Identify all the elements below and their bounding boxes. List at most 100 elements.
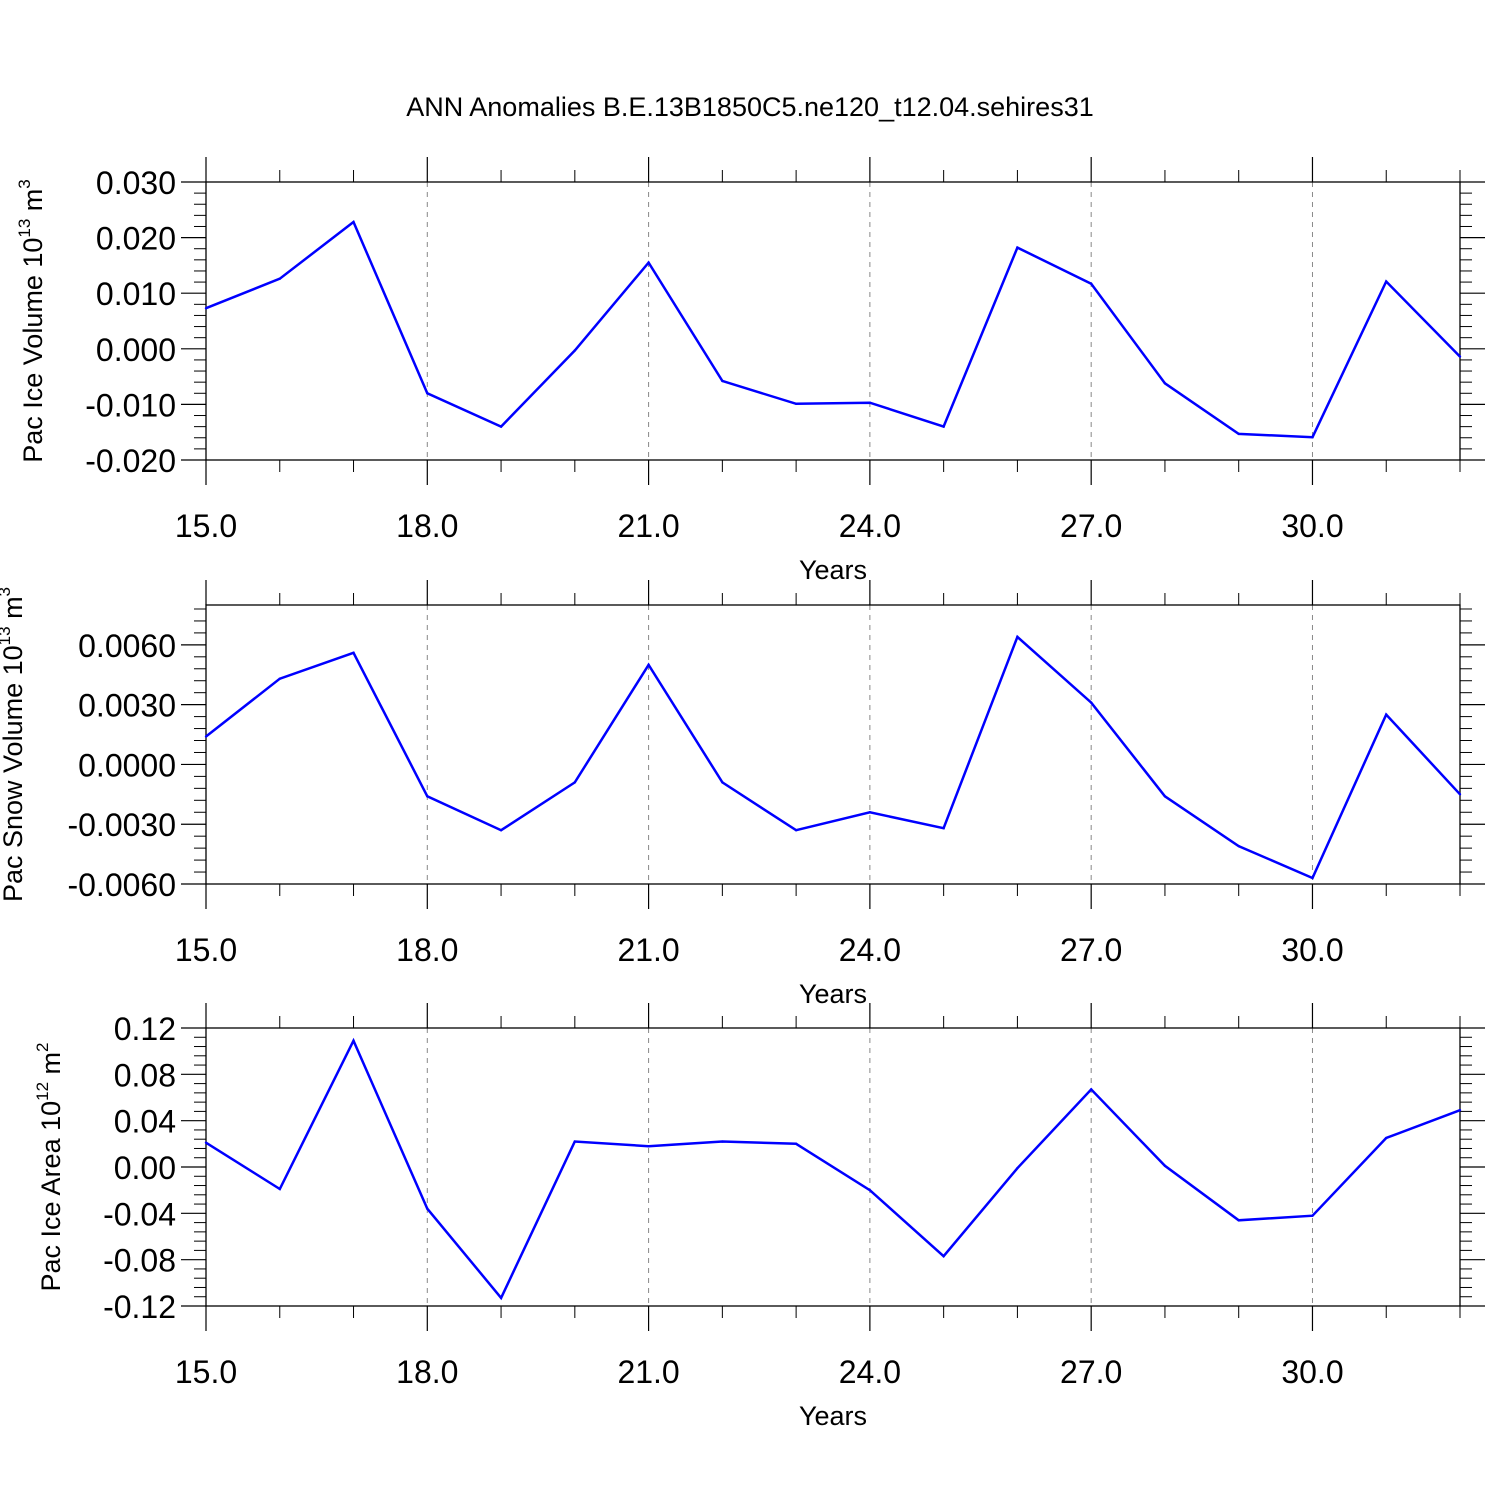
x-tick-label: 27.0 [1060,1354,1122,1390]
panel-1: 15.0 18.0 21.0 24.0 27.0 30.0 -0.020 -0.010 0.00… [15,157,1485,585]
y-tick-label: 0.0000 [78,747,176,783]
data-point [499,425,503,428]
x-tick-label: 18.0 [396,932,458,968]
data-point [942,1254,945,1258]
y-axis-title: Pac Snow Volume 1013 m3 [0,587,28,902]
data-point [1016,635,1019,639]
series-line [205,220,1461,439]
x-tick-label: 21.0 [617,508,679,544]
data-point [1163,1164,1167,1168]
y-tick-label: 0.08 [114,1057,176,1093]
data-point [426,392,429,395]
x-tick-label: 21.0 [617,932,679,968]
data-point [1458,1109,1462,1112]
y-tick-label: 0.000 [96,332,176,368]
y-axis-title: Pac Ice Volume 1013 m3 [15,179,48,463]
data-point [1237,844,1240,848]
data-point [868,811,872,814]
x-axis-title: Years [799,555,867,585]
data-point [794,1142,798,1146]
y-tick-label: -0.020 [85,443,176,479]
data-point [352,1039,355,1042]
data-point [721,1140,724,1143]
x-axis-title: Years [799,1401,867,1431]
x-tick-label: 24.0 [839,508,901,544]
y-tick-label: 0.030 [96,165,176,201]
y-tick-label: -0.04 [103,1196,176,1232]
data-point [1089,701,1093,704]
data-point [721,379,724,383]
y-tick-label: -0.0060 [67,867,176,903]
data-point [352,651,355,655]
x-tick-label: 15.0 [175,1354,237,1390]
data-point [204,735,208,738]
data-point [278,277,281,280]
panel-2: 15.0 18.0 21.0 24.0 27.0 30.0 -0.0060 -0.0030 0.… [0,580,1485,1009]
data-point [1163,795,1167,798]
y-tick-label: -0.010 [85,387,176,423]
data-point [942,425,945,428]
x-axis-title: Years [799,979,867,1009]
series-line [205,634,1461,880]
data-point [1385,713,1388,716]
y-tick-label: 0.020 [96,221,176,257]
y-tick-label: 0.00 [114,1150,176,1186]
x-tick-label: 27.0 [1060,932,1122,968]
data-point [573,1140,577,1143]
data-point [647,1144,650,1148]
data-point [794,828,798,832]
data-point [426,795,429,798]
y-tick-label: -0.12 [103,1289,176,1325]
data-point [647,261,650,264]
data-point [278,677,281,680]
data-point [1385,280,1388,283]
plot-frame [205,181,1461,461]
data-point [499,1296,503,1300]
data-point [1311,436,1314,439]
data-point [1237,432,1240,436]
data-point [942,827,945,830]
y-tick-label: 0.12 [114,1011,176,1047]
x-tick-label: 27.0 [1060,508,1122,544]
y-tick-label: 0.010 [96,276,176,312]
data-point [204,307,208,310]
plot-frame [205,604,1461,885]
data-point [1016,1166,1019,1170]
data-point [1089,1088,1093,1091]
data-point [1458,793,1462,796]
x-tick-label: 18.0 [396,1354,458,1390]
data-point [794,402,798,406]
y-tick-label: -0.0030 [67,807,176,843]
data-point [1237,1219,1240,1222]
x-tick-label: 30.0 [1281,508,1343,544]
data-point [1458,355,1462,358]
x-tick-label: 21.0 [617,1354,679,1390]
data-point [1089,282,1093,285]
x-tick-label: 15.0 [175,508,237,544]
chart-title: ANN Anomalies B.E.13B1850C5.ne120_t12.04… [406,92,1094,122]
x-tick-label: 24.0 [839,932,901,968]
x-tick-label: 24.0 [839,1354,901,1390]
panel-3: 15.0 18.0 21.0 24.0 27.0 30.0 -0.12 -0.08 -0.04 0… [33,1003,1485,1431]
series-line [205,1037,1461,1301]
x-tick-label: 18.0 [396,508,458,544]
data-point [1163,382,1167,385]
data-point [204,1141,208,1144]
data-point [573,781,577,784]
data-point [1311,1214,1314,1217]
data-point [721,781,724,784]
data-point [426,1207,429,1210]
plot-frame [205,1027,1461,1307]
data-point [868,1188,872,1192]
y-tick-label: 0.04 [114,1104,176,1140]
y-tick-label: 0.0060 [78,628,176,664]
x-tick-label: 30.0 [1281,932,1343,968]
y-axis-title: Pac Ice Area 1012 m2 [33,1042,66,1291]
y-tick-label: -0.08 [103,1243,176,1279]
data-point [647,663,650,666]
data-point [1385,1136,1388,1140]
data-point [278,1187,281,1191]
data-point [573,349,577,352]
data-point [499,828,503,832]
